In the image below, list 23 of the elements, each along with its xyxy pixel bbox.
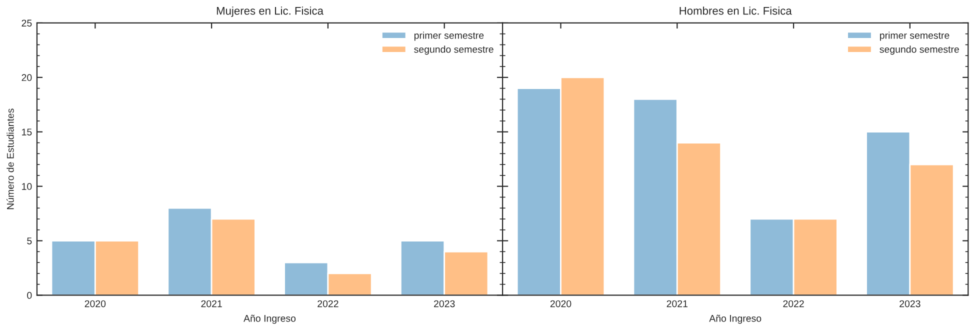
- x-tick-label: 2021: [666, 300, 688, 308]
- x-tick-label: 2020: [84, 300, 106, 308]
- legend-label: segundo semestre: [880, 46, 959, 55]
- y-tick-label: 10: [22, 183, 32, 190]
- y-tick-label: 20: [22, 74, 32, 82]
- x-axis-title: Año Ingreso: [709, 314, 762, 324]
- x-tick-label: 2021: [201, 300, 222, 308]
- legend-label: segundo semestre: [414, 46, 494, 55]
- chart-title: Mujeres en Lic. Fisica: [216, 6, 324, 17]
- x-tick-label: 2020: [550, 300, 572, 308]
- y-tick-label: 5: [27, 238, 32, 244]
- legend-label: primer semestre: [880, 32, 950, 41]
- x-tick-label: 2023: [900, 300, 920, 308]
- x-tick-label: 2022: [783, 300, 804, 308]
- x-tick-label: 2022: [318, 300, 338, 308]
- y-tick-label: 0: [27, 292, 32, 299]
- y-tick-label: 15: [22, 128, 32, 136]
- legend-label: primer semestre: [414, 32, 484, 41]
- x-axis-title: Año Ingreso: [244, 314, 296, 324]
- chart-title: Hombres en Lic. Fisica: [680, 6, 792, 15]
- y-axis-title: Número de Estudiantes: [6, 108, 14, 210]
- y-tick-label: 25: [22, 20, 32, 27]
- x-tick-label: 2023: [434, 300, 455, 308]
